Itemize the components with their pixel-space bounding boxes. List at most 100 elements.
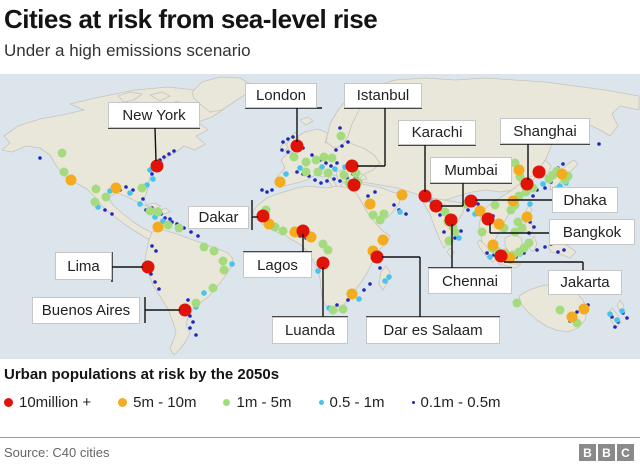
city-dot-1m-5m [153, 207, 163, 217]
city-dot-1m-5m [555, 305, 565, 315]
city-dot-0.1m-0.5m [332, 177, 336, 181]
city-dot-5m-10m [110, 182, 122, 194]
city-dot-0.5-1m [614, 317, 620, 323]
city-dot-1m-5m [328, 305, 338, 315]
city-dot-1m-5m [163, 220, 173, 230]
city-dot-10million+ [347, 178, 361, 192]
city-dot-10million+ [370, 250, 384, 264]
city-dot-0.1m-0.5m [110, 212, 114, 216]
source-text: Source: C40 cities [4, 445, 110, 460]
city-dot-0.1m-0.5m [404, 212, 408, 216]
city-dot-5m-10m [274, 176, 286, 188]
city-dot-5m-10m [556, 168, 568, 180]
city-dot-1m-5m [209, 246, 219, 256]
city-dot-0.5-1m [332, 166, 338, 172]
legend-row: 10million + 5m - 10m 1m - 5m 0.5 - 1m 0.1m -… [4, 394, 636, 411]
city-dot-1m-5m [174, 223, 184, 233]
city-dot-0.5-1m [527, 201, 533, 207]
city-dot-10million+ [520, 177, 534, 191]
city-dot-1m-5m [318, 239, 328, 249]
city-dot-0.5-1m [382, 278, 388, 284]
landmass-arctic-island-1 [117, 91, 143, 103]
city-dot-0.5-1m [315, 268, 321, 274]
city-dot-0.1m-0.5m [38, 156, 42, 160]
city-dot-1m-5m [477, 227, 487, 237]
bbc-logo-block-3: C [617, 444, 634, 461]
city-dot-1m-5m [101, 192, 111, 202]
city-dot-10million+ [532, 165, 546, 179]
city-dot-0.1m-0.5m [154, 249, 158, 253]
world-map [0, 74, 640, 359]
legend-item-1: 10million + [4, 394, 91, 411]
city-dot-0.1m-0.5m [260, 188, 264, 192]
city-dot-0.1m-0.5m [466, 208, 470, 212]
landmass-arctic-island-2 [149, 91, 171, 102]
city-dot-0.5-1m [607, 311, 613, 317]
bbc-logo-block-1: B [579, 444, 596, 461]
city-dot-1m-5m [368, 210, 378, 220]
city-dot-0.5-1m [137, 201, 143, 207]
city-dot-1m-5m [323, 245, 333, 255]
city-dot-1m-5m [208, 283, 218, 293]
city-dot-5m-10m [346, 288, 358, 300]
city-dot-0.1m-0.5m [191, 320, 195, 324]
city-dot-1m-5m [524, 238, 534, 248]
city-dot-0.1m-0.5m [340, 144, 344, 148]
city-dot-0.1m-0.5m [438, 213, 442, 217]
city-dot-0.1m-0.5m [362, 288, 366, 292]
callout-line-new-york [154, 127, 157, 162]
city-dot-0.1m-0.5m [373, 190, 377, 194]
city-dot-10million+ [494, 249, 508, 263]
city-dot-1m-5m [323, 168, 333, 178]
city-dot-0.1m-0.5m [378, 266, 382, 270]
city-dot-0.1m-0.5m [459, 229, 463, 233]
city-dot-0.1m-0.5m [103, 208, 107, 212]
city-dot-10million+ [141, 260, 155, 274]
city-dot-1m-5m [450, 227, 460, 237]
city-dot-1m-5m [506, 205, 516, 215]
city-dot-0.1m-0.5m [172, 149, 176, 153]
city-dot-0.1m-0.5m [556, 250, 560, 254]
legend-dot-icon [318, 400, 324, 405]
city-dot-10million+ [444, 213, 458, 227]
city-dot-0.1m-0.5m [150, 244, 154, 248]
city-dot-0.1m-0.5m [366, 194, 370, 198]
city-dot-0.1m-0.5m [281, 140, 285, 144]
city-dot-1m-5m [91, 184, 101, 194]
city-dot-0.5-1m [297, 165, 303, 171]
city-dot-5m-10m [507, 195, 519, 207]
city-dot-0.1m-0.5m [153, 280, 157, 284]
legend-dot-icon [411, 401, 415, 404]
legend-item-5: 0.1m - 0.5m [411, 394, 501, 411]
city-dot-5m-10m [65, 174, 77, 186]
city-dot-1m-5m [301, 157, 311, 167]
legend-item-3: 1m - 5m [223, 394, 292, 411]
city-dot-0.1m-0.5m [162, 155, 166, 159]
city-dot-0.1m-0.5m [334, 148, 338, 152]
city-dot-5m-10m [521, 211, 533, 223]
page-subtitle: Under a high emissions scenario [4, 41, 251, 60]
city-dot-0.1m-0.5m [270, 188, 274, 192]
city-dot-10million+ [150, 159, 164, 173]
city-dot-5m-10m [566, 311, 578, 323]
city-dot-1m-5m [301, 167, 311, 177]
landmass-hispaniola [159, 207, 171, 215]
city-dot-0.1m-0.5m [265, 190, 269, 194]
city-dot-0.1m-0.5m [291, 135, 295, 139]
city-dot-0.1m-0.5m [368, 282, 372, 286]
city-dot-0.1m-0.5m [186, 298, 190, 302]
city-dot-0.1m-0.5m [561, 162, 565, 166]
city-dot-0.1m-0.5m [194, 333, 198, 337]
city-dot-0.1m-0.5m [286, 137, 290, 141]
city-dot-0.1m-0.5m [196, 234, 200, 238]
city-dot-0.1m-0.5m [131, 188, 135, 192]
legend-item-label: 0.1m - 0.5m [420, 394, 501, 411]
city-dot-1m-5m [289, 152, 299, 162]
city-dot-0.1m-0.5m [338, 126, 342, 130]
city-dot-0.1m-0.5m [141, 197, 145, 201]
city-dot-1m-5m [490, 200, 500, 210]
city-dot-1m-5m [338, 304, 348, 314]
legend-dot-icon [118, 398, 128, 407]
city-dot-0.5-1m [456, 235, 462, 241]
